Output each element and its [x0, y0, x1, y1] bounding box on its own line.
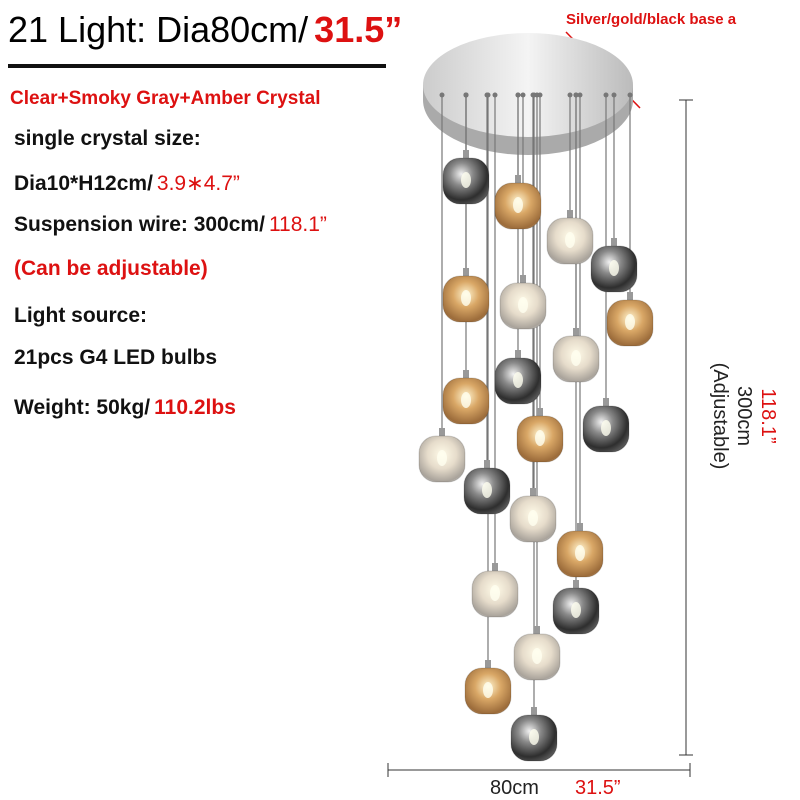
- wire-fitting: [577, 92, 583, 98]
- title-text: 21 Light: Dia80cm/: [8, 9, 308, 50]
- bulb: [461, 290, 471, 306]
- width-dimension: 80cm 31.5”: [387, 763, 691, 799]
- wire-fitting: [573, 92, 579, 98]
- bulb: [565, 232, 575, 248]
- source-label: Light source:: [14, 304, 147, 327]
- socket: [484, 460, 490, 470]
- chandelier: [418, 33, 654, 762]
- bulb: [490, 585, 500, 601]
- socket: [627, 292, 633, 302]
- bulb: [601, 420, 611, 436]
- socket: [567, 210, 573, 220]
- socket: [515, 175, 521, 185]
- wire-fitting: [611, 92, 617, 98]
- size-label: single crystal size:: [14, 127, 201, 150]
- width-inch: 31.5”: [575, 777, 621, 799]
- socket: [534, 626, 540, 636]
- socket: [577, 523, 583, 533]
- height-inch: 118.1”: [757, 388, 779, 443]
- socket: [492, 563, 498, 573]
- height-dimension: 118.1” 300cm (Adjustable): [679, 99, 779, 756]
- bulb: [482, 482, 492, 498]
- title-underline: [8, 64, 386, 68]
- bulb: [437, 450, 447, 466]
- socket: [485, 660, 491, 670]
- wire-fitting: [603, 92, 609, 98]
- wire-line: Suspension wire: 300cm/118.1”: [14, 213, 327, 236]
- wire-fitting: [627, 92, 633, 98]
- height-metric: 300cm: [733, 386, 755, 446]
- bulb: [609, 260, 619, 276]
- bulb: [461, 172, 471, 188]
- title: 21 Light: Dia80cm/31.5”: [8, 9, 402, 50]
- socket: [611, 238, 617, 248]
- wire-fitting: [439, 92, 445, 98]
- height-note: (Adjustable): [709, 363, 731, 470]
- wire-fitting: [531, 92, 537, 98]
- bulb: [571, 602, 581, 618]
- socket: [515, 350, 521, 360]
- socket: [530, 488, 536, 498]
- socket: [573, 328, 579, 338]
- adjustable: (Can be adjustable): [14, 257, 208, 280]
- socket: [573, 580, 579, 590]
- size-metric: Dia10*H12cm/: [14, 172, 153, 195]
- weight-line: Weight: 50kg/110.2lbs: [14, 396, 236, 419]
- title-inch: 31.5”: [314, 9, 402, 50]
- socket: [520, 275, 526, 285]
- wire-fitting: [567, 92, 573, 98]
- bulb: [532, 648, 542, 664]
- bulb: [518, 297, 528, 313]
- bulb: [625, 314, 635, 330]
- socket: [537, 408, 543, 418]
- socket: [603, 398, 609, 408]
- socket: [439, 428, 445, 438]
- bulb: [575, 545, 585, 561]
- width-metric: 80cm: [490, 777, 539, 799]
- wire-fitting: [463, 92, 469, 98]
- wire-inch: 118.1”: [269, 213, 327, 236]
- socket: [463, 268, 469, 278]
- wire-fitting: [492, 92, 498, 98]
- socket: [531, 707, 537, 717]
- socket: [463, 150, 469, 160]
- weight-metric: Weight: 50kg/: [14, 396, 150, 419]
- bulb: [529, 729, 539, 745]
- bulb: [461, 392, 471, 408]
- wire-fitting: [520, 92, 526, 98]
- wire-metric: Suspension wire: 300cm/: [14, 213, 265, 236]
- bulb: [483, 682, 493, 698]
- bulb: [513, 372, 523, 388]
- crystal-type: Clear+Smoky Gray+Amber Crystal: [10, 88, 321, 109]
- base-note: Silver/gold/black base a: [566, 11, 737, 28]
- source: 21pcs G4 LED bulbs: [14, 346, 217, 369]
- canopy: [423, 33, 633, 137]
- wire-fitting: [485, 92, 491, 98]
- bulb: [535, 430, 545, 446]
- bulb: [513, 197, 523, 213]
- size-line: Dia10*H12cm/3.9∗4.7”: [14, 172, 240, 195]
- bulb: [528, 510, 538, 526]
- weight-imperial: 110.2lbs: [154, 396, 236, 419]
- bulb: [571, 350, 581, 366]
- socket: [463, 370, 469, 380]
- wire-fitting: [515, 92, 521, 98]
- size-inch: 3.9∗4.7”: [157, 172, 240, 195]
